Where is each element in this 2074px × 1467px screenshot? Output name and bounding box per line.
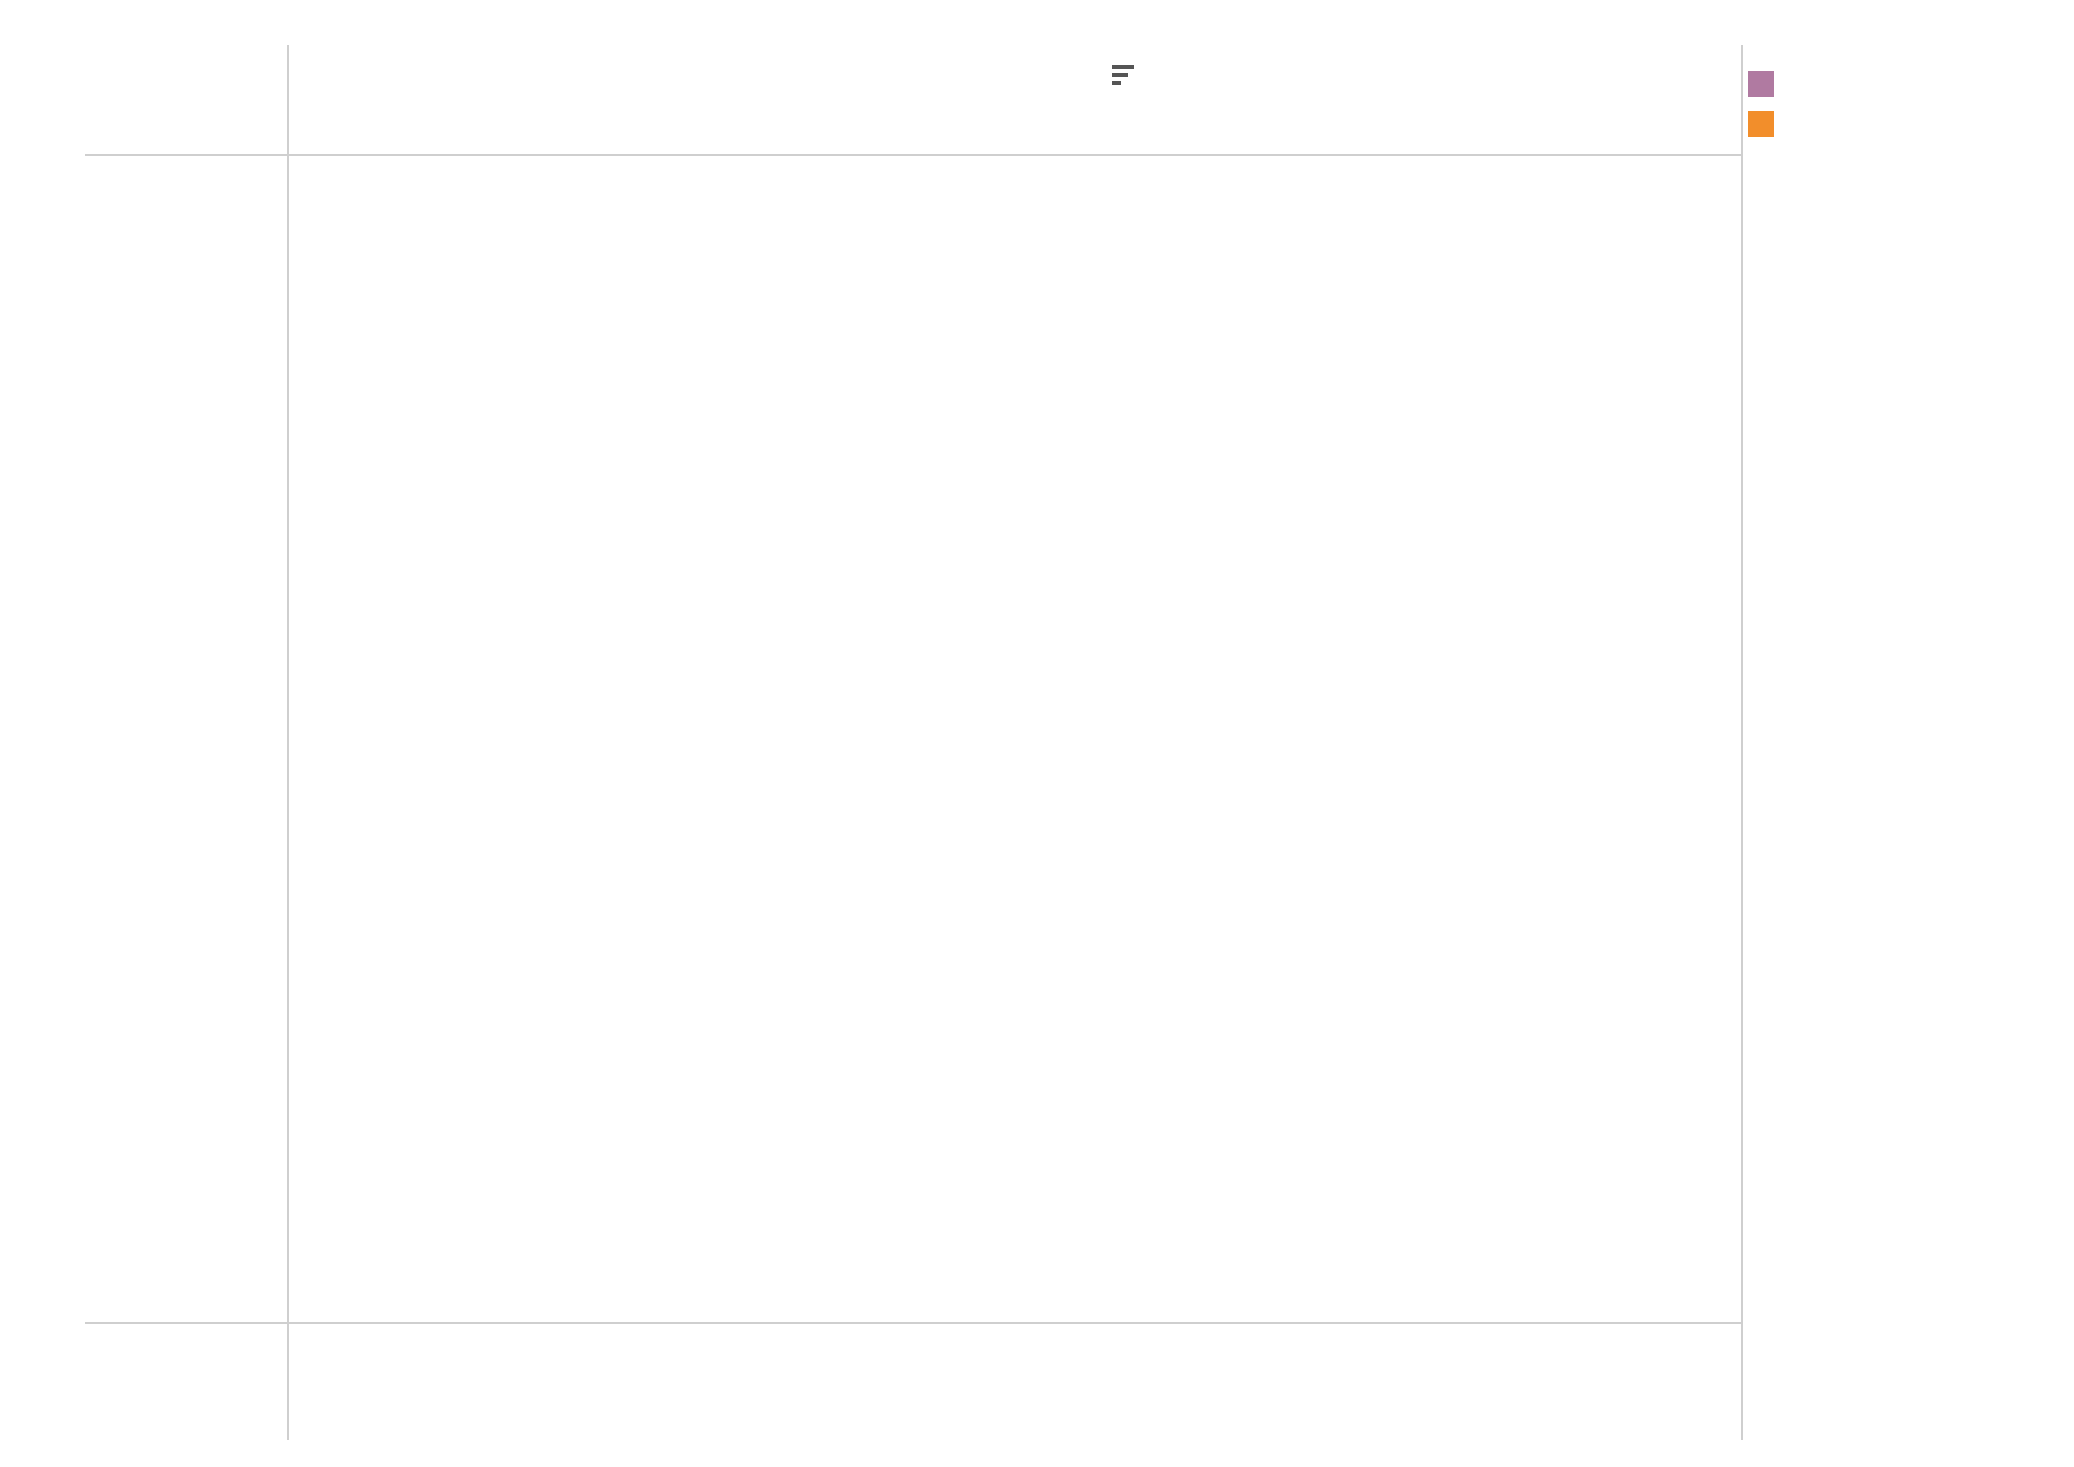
legend <box>1748 52 2048 144</box>
sort-descending-icon[interactable] <box>1112 65 1134 85</box>
legend-item-bar-series[interactable] <box>1748 64 2048 104</box>
legend-item-line-series[interactable] <box>1748 104 2048 144</box>
axes <box>85 45 1743 1440</box>
line-series-swatch <box>1748 111 1774 137</box>
bar-series-swatch <box>1748 71 1774 97</box>
